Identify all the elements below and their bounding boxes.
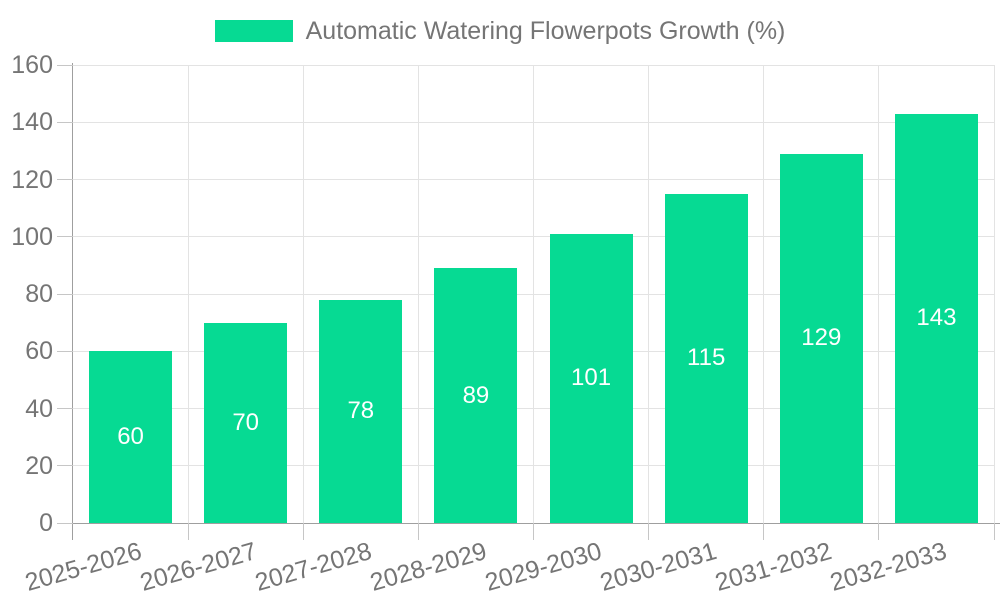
x-gridline (648, 65, 650, 523)
y-axis-tick-label: 120 (11, 165, 53, 194)
x-axis-tick (648, 523, 650, 540)
y-axis-tick-label: 80 (25, 280, 53, 308)
bar-value-label: 101 (571, 364, 612, 392)
x-axis-tick (187, 523, 189, 540)
y-axis-tick (57, 293, 73, 295)
bar[interactable]: 89 (434, 268, 518, 523)
bar[interactable]: 115 (664, 193, 748, 523)
y-axis-tick-label: 60 (25, 337, 53, 366)
x-gridline (417, 65, 419, 523)
y-axis-line (72, 63, 73, 540)
bar-value-label: 115 (687, 344, 726, 372)
legend-swatch (214, 20, 293, 42)
x-axis-tick (533, 523, 534, 540)
y-axis-tick (57, 179, 73, 180)
y-axis-tick (57, 522, 73, 524)
bar[interactable]: 60 (89, 351, 173, 523)
y-axis-tick-label: 140 (11, 108, 53, 137)
x-gridline (187, 65, 189, 523)
x-axis-tick (417, 523, 419, 540)
x-axis-tick (302, 523, 304, 540)
bar-value-label: 143 (916, 304, 957, 332)
bar[interactable]: 143 (894, 113, 978, 523)
y-axis-tick (57, 236, 73, 238)
legend-label: Automatic Watering Flowerpots Growth (%) (305, 16, 786, 45)
y-axis-tick-label: 160 (11, 51, 53, 79)
bar-value-label: 70 (232, 408, 260, 436)
x-axis-tick (993, 523, 995, 540)
bar-value-label: 129 (801, 324, 842, 352)
x-gridline (533, 65, 534, 523)
chart-legend[interactable]: Automatic Watering Flowerpots Growth (%) (0, 16, 1000, 46)
y-axis-tick-label: 0 (39, 509, 53, 537)
x-axis-line (57, 523, 1000, 524)
x-axis-tick (878, 523, 880, 540)
bar-value-label: 60 (117, 423, 144, 451)
y-axis-tick (57, 465, 73, 467)
x-gridline (993, 65, 995, 523)
bar[interactable]: 101 (549, 233, 633, 523)
bar[interactable]: 70 (204, 322, 288, 523)
x-axis-tick (763, 523, 765, 540)
y-axis-tick-label: 40 (25, 394, 53, 423)
bar[interactable]: 129 (779, 153, 863, 523)
x-gridline (763, 65, 765, 523)
bar-value-label: 89 (462, 381, 490, 409)
y-axis-tick (57, 408, 73, 409)
x-gridline (302, 65, 304, 523)
bar[interactable]: 78 (319, 299, 403, 523)
y-axis-tick-label: 20 (25, 451, 53, 480)
y-axis-tick-label: 100 (11, 222, 53, 251)
y-axis-tick (57, 350, 73, 352)
y-axis-tick (57, 121, 73, 123)
bar-value-label: 78 (347, 397, 375, 425)
x-gridline (878, 65, 880, 523)
plot-area: 60 70 78 89 101 115 129 143 (73, 64, 995, 523)
y-axis-tick (57, 64, 73, 66)
